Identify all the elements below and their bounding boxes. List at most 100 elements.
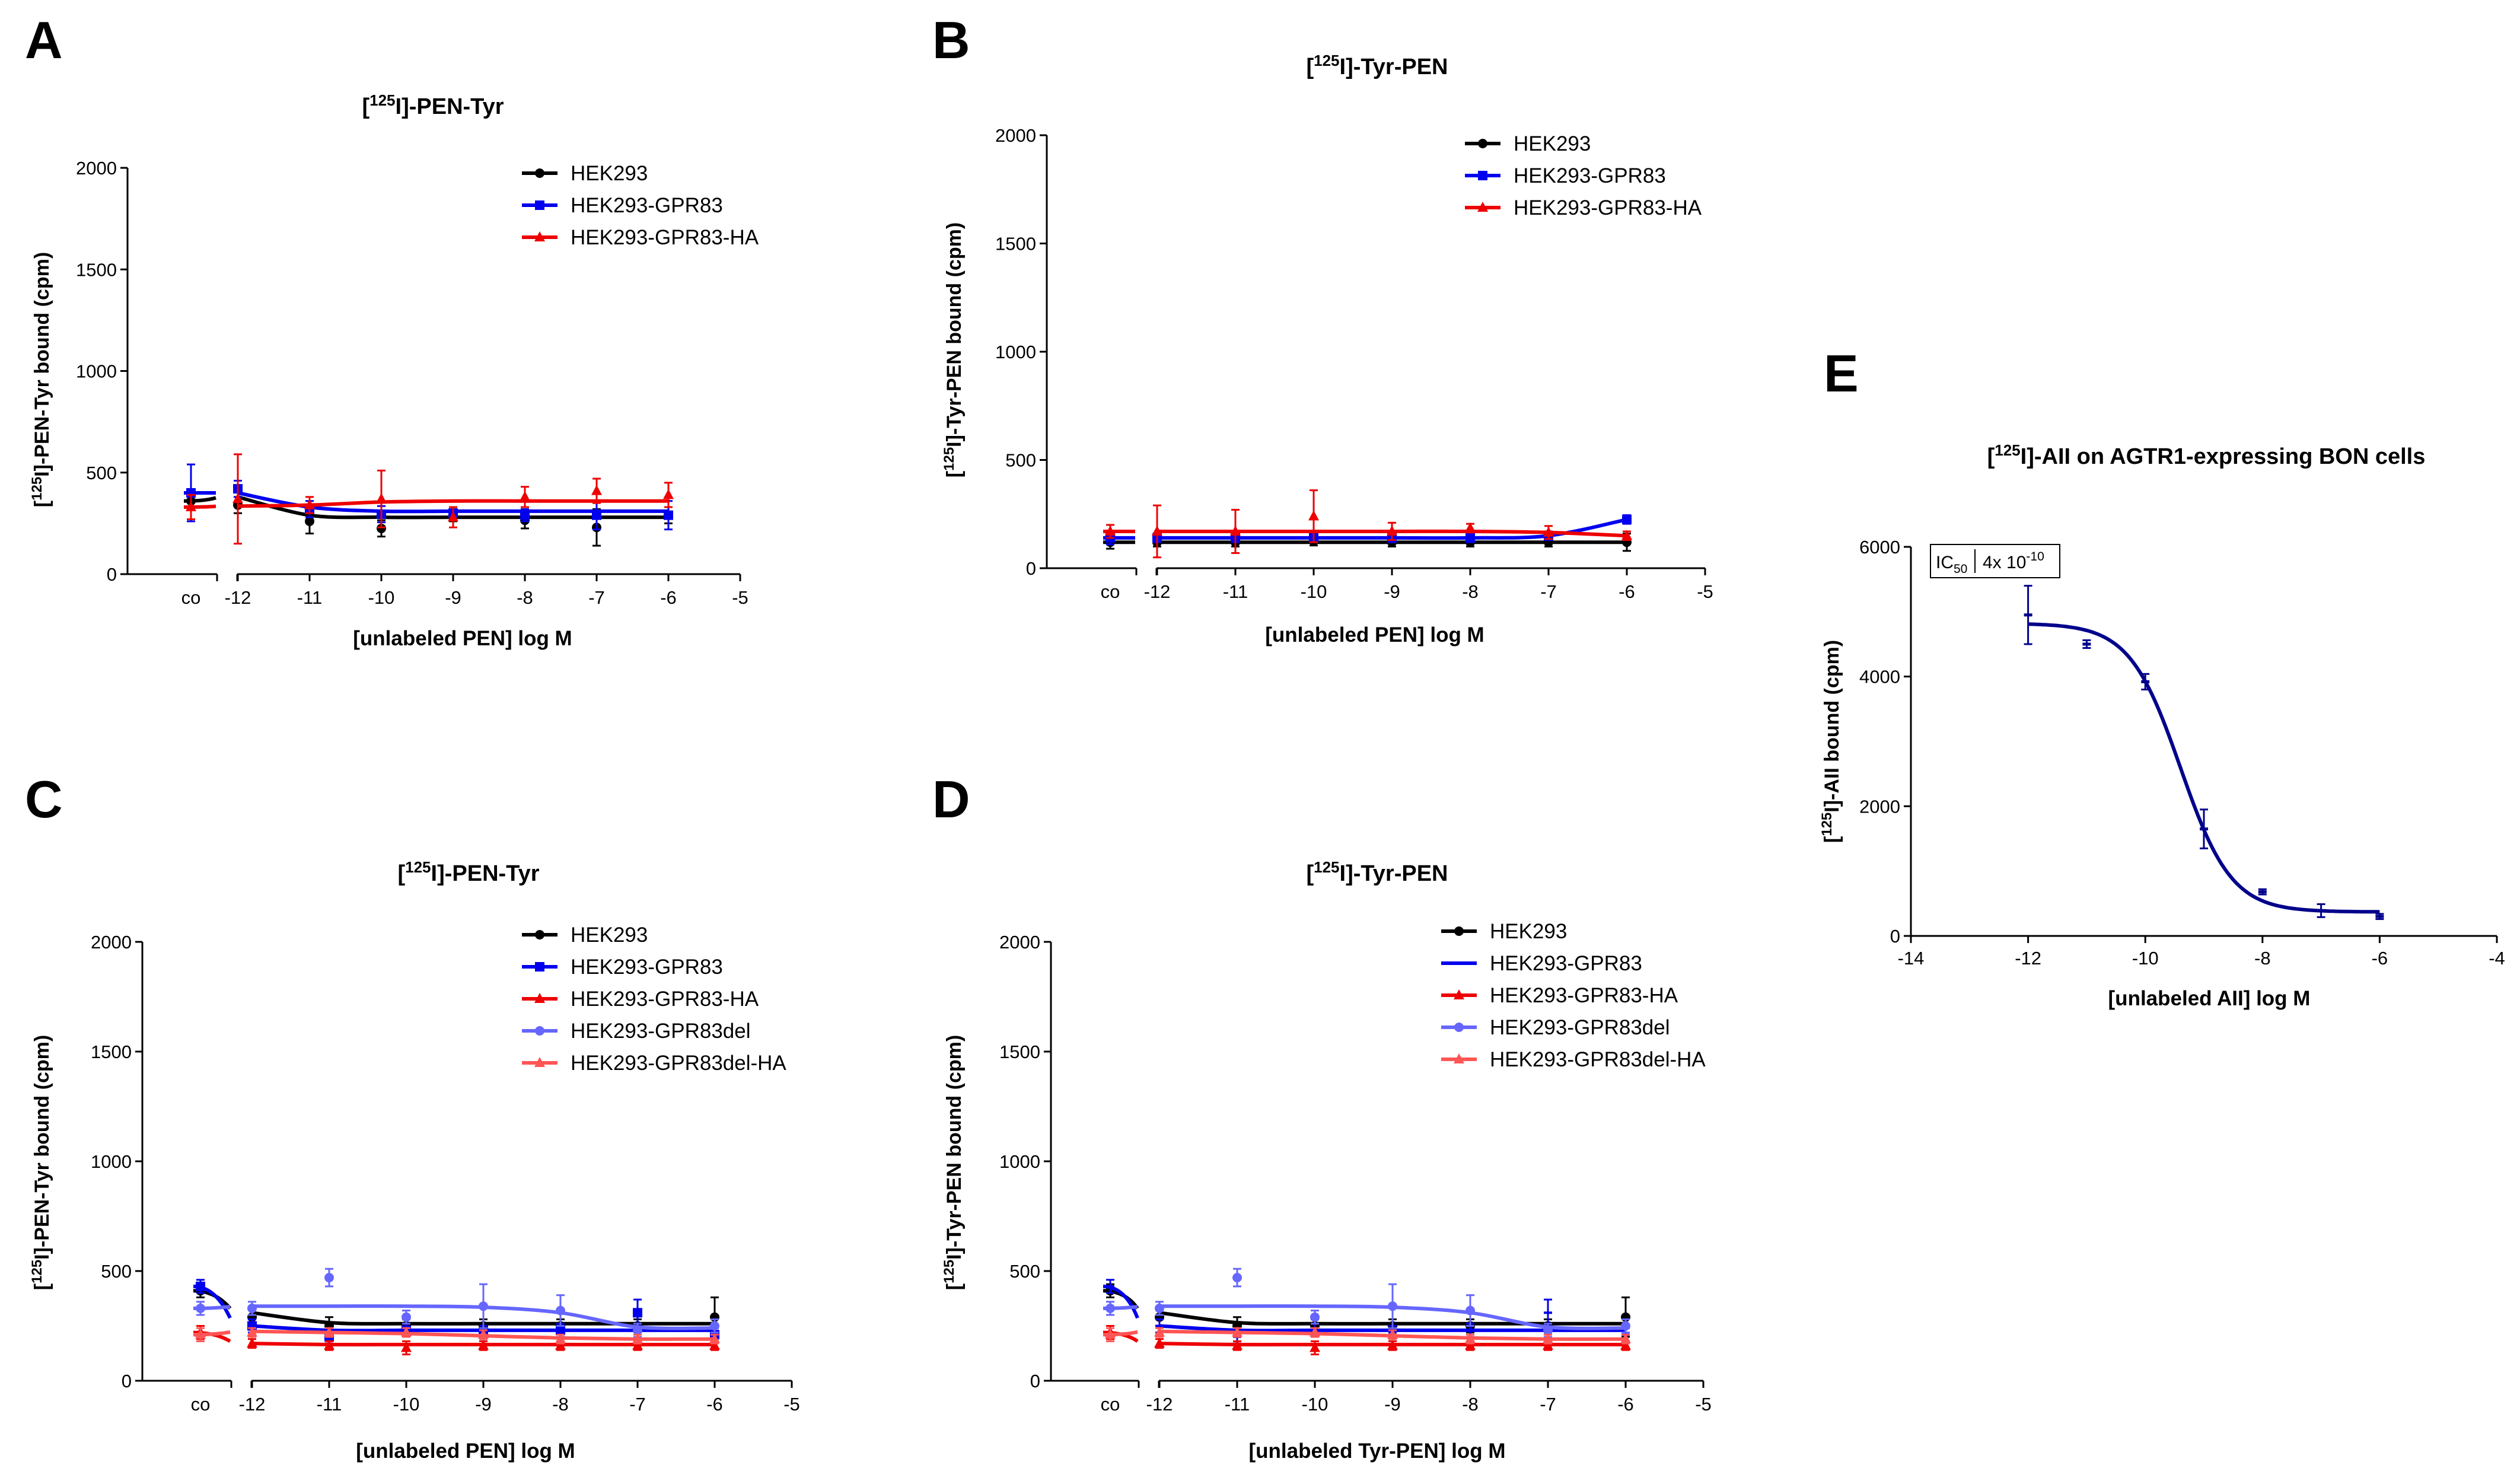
x-tick-label: -6 (1617, 1394, 1634, 1415)
data-point (1621, 530, 1632, 540)
x-tick-label: -9 (475, 1394, 492, 1415)
x-tick-label-control: co (191, 1394, 211, 1415)
legend-entry: HEK293-GPR83-HA (571, 988, 759, 1011)
y-tick-label: 1500 (91, 1042, 132, 1062)
data-point (304, 499, 315, 509)
panel-d: D [125I]-Tyr-PEN [125I]-Tyr-PEN bound (c… (932, 770, 1712, 1463)
x-axis-label-a: [unlabeled PEN] log M (353, 627, 572, 650)
y-tick-label: 0 (1026, 558, 1036, 579)
data-point (1620, 1333, 1631, 1343)
legend-swatch-marker (1454, 1023, 1464, 1032)
panel-label-e: E (1824, 344, 1859, 403)
data-point (402, 1312, 411, 1322)
y-tick-label: 1000 (76, 361, 117, 382)
y-tick-label: 0 (107, 564, 117, 585)
data-point (1310, 1342, 1320, 1352)
legend-swatch-marker (534, 1057, 545, 1067)
data-point (1620, 1339, 1631, 1350)
data-point (1543, 1333, 1553, 1343)
y-tick-label: 1000 (91, 1151, 132, 1172)
x-tick-label: -7 (629, 1394, 646, 1415)
y-tick-label: 500 (1005, 450, 1036, 471)
panel-label-a: A (25, 11, 63, 69)
legend-swatch-marker (1455, 962, 1463, 964)
plot-area-c: 0 500 1000 1500 2000 -12 -11 -10 -9 -8 -7 -6 -5 co HEK… (91, 923, 800, 1415)
x-tick-label: -11 (317, 1394, 342, 1415)
x-axis-label-e: [unlabeled AII] log M (2108, 987, 2311, 1010)
data-point (664, 510, 673, 520)
x-tick-label: -12 (2015, 948, 2041, 969)
data-point (324, 1339, 334, 1350)
data-point (632, 1333, 643, 1343)
data-point (401, 1342, 412, 1352)
y-tick-label: 1000 (999, 1151, 1040, 1172)
y-tick-label: 500 (1009, 1261, 1040, 1282)
x-tick-label: -4 (2489, 948, 2505, 969)
legend-swatch-marker (535, 962, 544, 972)
x-tick-label: -9 (445, 587, 461, 608)
legend-entry: HEK293-GPR83 (571, 956, 723, 979)
x-tick-label: -14 (1898, 948, 1925, 969)
data-point (478, 1339, 489, 1350)
data-point (376, 493, 387, 504)
y-tick-label: 2000 (995, 125, 1036, 146)
data-point (1155, 1324, 1164, 1327)
legend-swatch-marker (535, 200, 544, 210)
x-tick-label: -5 (783, 1394, 800, 1415)
y-tick-label: 2000 (1859, 796, 1900, 817)
data-point (1543, 1325, 1553, 1335)
x-tick-label: -8 (552, 1394, 569, 1415)
legend-swatch-marker (1454, 989, 1464, 999)
y-tick-label: 1500 (995, 234, 1036, 254)
data-point (448, 511, 458, 522)
y-tick-label: 6000 (1859, 537, 1900, 558)
control-fit-line (1103, 1330, 1138, 1337)
x-tick-label: -11 (1225, 1394, 1250, 1415)
legend-swatch-marker (1454, 1053, 1464, 1063)
data-point (633, 1325, 642, 1335)
chart-title-e: [125I]-AII on AGTR1-expressing BON cells (1987, 441, 2426, 469)
y-tick-label: 500 (101, 1261, 132, 1282)
control-point (195, 1329, 206, 1339)
data-point (1387, 1329, 1398, 1339)
legend-entry: HEK293-GPR83-HA (1514, 196, 1702, 219)
data-point (1155, 1303, 1164, 1313)
y-axis-label-e: [125I]-AII bound (cpm) (1819, 640, 1843, 843)
chart-title-b: [125I]-Tyr-PEN (1306, 52, 1448, 79)
panel-c: C [125I]-PEN-Tyr [125I]-PEN-Tyr bound (c… (25, 770, 800, 1463)
legend-swatch-marker (535, 930, 544, 939)
ic50-box (1930, 544, 2060, 578)
x-tick-label: -7 (588, 587, 605, 608)
data-point (555, 1333, 566, 1343)
plot-area-e: 0 2000 4000 6000 -14 -12 -10 -8 -6 -4 (1859, 537, 2505, 969)
y-tick-label: 1500 (76, 259, 117, 280)
control-point (1105, 525, 1116, 536)
data-point (709, 1333, 720, 1343)
data-point (1154, 1337, 1165, 1348)
x-axis-label-d: [unlabeled Tyr-PEN] log M (1249, 1439, 1506, 1463)
x-tick-label: -10 (1302, 1394, 1329, 1415)
x-tick-label: -10 (1301, 581, 1327, 602)
data-point (1544, 1311, 1552, 1314)
data-point (401, 1326, 412, 1337)
data-point (479, 1301, 488, 1311)
x-tick-label: -5 (732, 587, 748, 608)
panel-label-b: B (932, 11, 970, 69)
legend-entry: HEK293-GPR83del (1490, 1016, 1670, 1039)
y-axis-label-d: [125I]-Tyr-PEN bound (cpm) (941, 1035, 966, 1290)
data-point (324, 1326, 334, 1337)
legend-entry: HEK293 (571, 162, 648, 185)
x-tick-label: -9 (1384, 1394, 1401, 1415)
plot-area-a: 0 500 1000 1500 2000 -12 -11 -10 -9 -8 -7 -6 -5 co HEK… (76, 158, 759, 608)
y-tick-label: 2000 (999, 932, 1040, 953)
series-hek293-gpr83-ha (183, 453, 674, 545)
x-tick-label: -8 (517, 587, 533, 608)
ic50-annotation: IC50 4x 10-10 (1930, 544, 2060, 578)
series-hek293-gpr83del (1103, 1267, 1630, 1338)
legend-swatch-marker (1477, 202, 1488, 212)
data-point (1232, 1273, 1242, 1283)
legend-entry: HEK293-GPR83 (1490, 952, 1642, 975)
data-point (1154, 1326, 1165, 1337)
panel-a: A [125I]-PEN-Tyr [125I]-PEN-Tyr bound (c… (25, 11, 759, 650)
legend-entry: HEK293-GPR83del (571, 1020, 751, 1043)
